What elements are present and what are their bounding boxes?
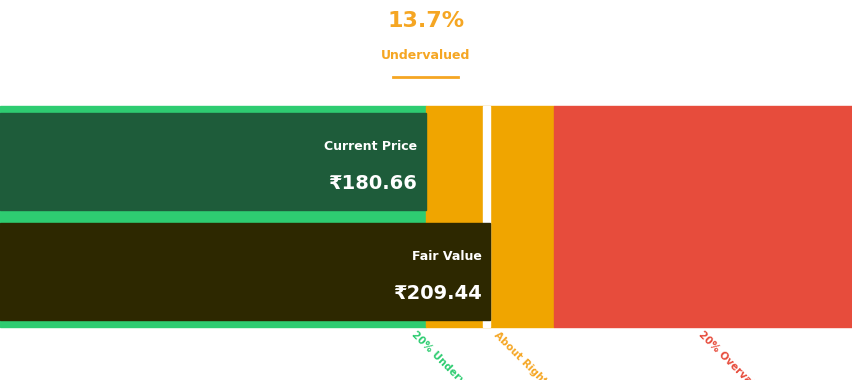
Text: 13.7%: 13.7% [387, 11, 463, 31]
Text: 20% Undervalued: 20% Undervalued [410, 329, 490, 380]
Bar [0, 223, 490, 320]
Text: ₹209.44: ₹209.44 [393, 284, 481, 303]
Bar [482, 106, 489, 327]
Bar [0, 113, 425, 210]
Text: Undervalued: Undervalued [381, 49, 469, 62]
Text: 20% Overvalued: 20% Overvalued [696, 329, 770, 380]
Bar [554, 106, 852, 327]
Text: ₹180.66: ₹180.66 [328, 174, 417, 193]
Bar [0, 106, 425, 327]
Bar [425, 106, 554, 327]
Text: About Right: About Right [491, 329, 548, 380]
Text: Fair Value: Fair Value [412, 250, 481, 263]
Text: Current Price: Current Price [324, 139, 417, 153]
